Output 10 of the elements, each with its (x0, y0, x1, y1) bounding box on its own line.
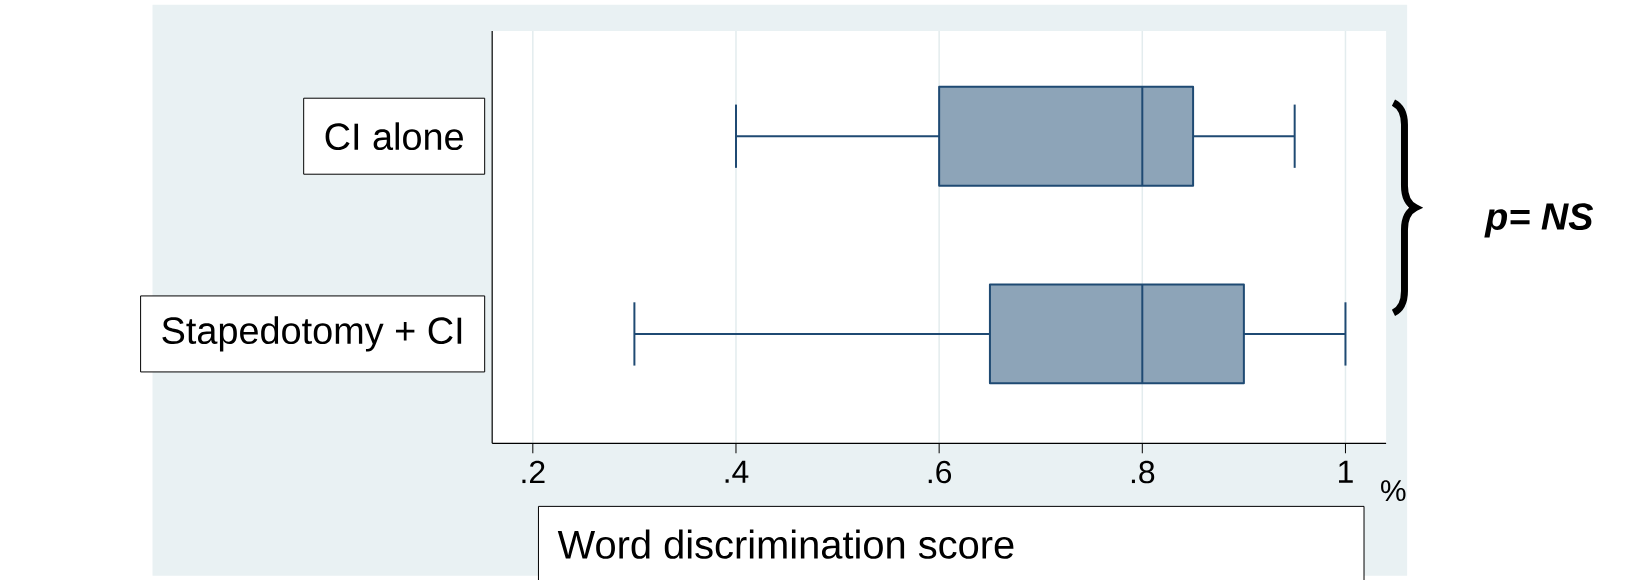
text: p= NS (1484, 203, 1594, 238)
x-tick-label: .8 (1131, 460, 1155, 484)
x-tick-label: 1 (1339, 460, 1353, 483)
x-tick-label: .2 (522, 460, 545, 484)
x-tick-label: .4 (725, 460, 749, 483)
y-tick-label: Stapedotomy + CI (162, 316, 462, 352)
x-axis-title: Word discrimination score (557, 529, 1014, 559)
text: % (1381, 480, 1406, 502)
x-tick-label: .6 (928, 460, 952, 484)
y-tick-label: CI alone (325, 122, 463, 151)
